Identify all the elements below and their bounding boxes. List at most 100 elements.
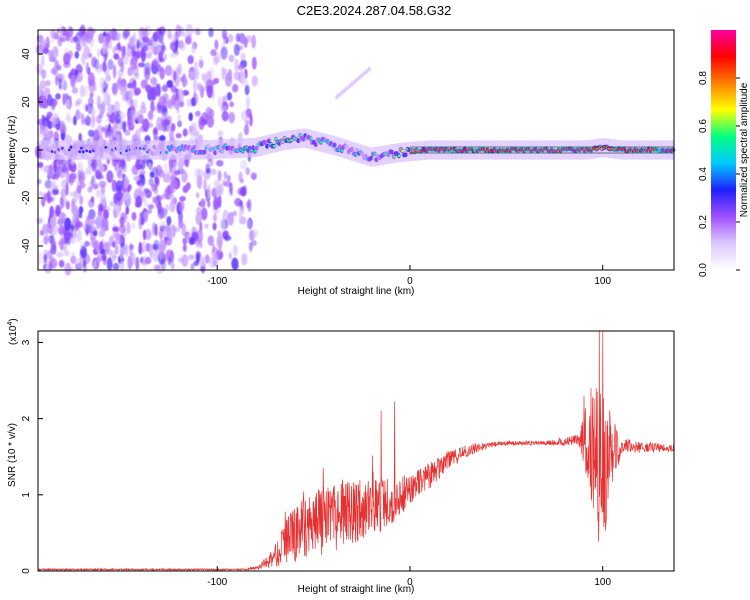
heatmap-cell	[175, 67, 180, 75]
heatmap-cell	[112, 241, 116, 248]
heatmap-cell	[190, 122, 198, 134]
heatmap-cell	[195, 237, 202, 247]
snr-axes: -100 0 100 0 1 2 3	[21, 339, 611, 588]
heatmap-cell	[181, 254, 189, 267]
heatmap-cell	[84, 240, 90, 247]
heatmap-cell	[205, 70, 212, 82]
heatmap-cell	[118, 191, 124, 199]
heatmap-cell	[229, 101, 235, 108]
heatmap-cell	[165, 151, 169, 154]
heatmap-cell	[87, 214, 91, 221]
heatmap-cell	[117, 168, 123, 180]
heatmap-cell	[228, 251, 232, 260]
heatmap-cell	[77, 170, 82, 181]
heatmap-cell	[124, 216, 129, 227]
heatmap-cell	[55, 204, 61, 217]
heatmap-cell	[53, 140, 56, 160]
heatmap-cell	[36, 217, 44, 224]
heatmap-cell	[182, 243, 187, 252]
heatmap-cell	[398, 143, 401, 163]
heatmap-cell	[112, 64, 117, 79]
snr-series-line	[37, 330, 675, 572]
heatmap-cell	[69, 233, 73, 239]
x-tick-label: 0	[407, 276, 413, 287]
heatmap-cell	[101, 248, 106, 255]
heatmap-cell	[192, 28, 200, 34]
heatmap-cell	[49, 216, 57, 227]
heatmap-cell	[183, 78, 188, 86]
heatmap-cell	[65, 31, 70, 42]
heatmap-cell	[335, 95, 339, 100]
heatmap-cell	[65, 200, 70, 210]
heatmap-cell	[118, 140, 122, 160]
heatmap-cell	[144, 256, 152, 265]
heatmap-cell	[223, 68, 228, 76]
heatmap-cell	[217, 130, 224, 136]
heatmap-cell	[61, 164, 67, 173]
heatmap-cell	[164, 65, 173, 76]
x-tick-label: -100	[207, 276, 227, 287]
heatmap-cell	[196, 252, 200, 264]
heatmap-cell	[52, 46, 59, 58]
heatmap-cell	[403, 142, 406, 162]
heatmap-cell	[65, 115, 73, 123]
noise-scatter	[35, 23, 371, 276]
heatmap-cell	[213, 213, 217, 222]
heatmap-cell	[74, 224, 78, 233]
heatmap-cell	[90, 196, 95, 203]
colorbar-tick-label: 0.0	[698, 263, 709, 277]
heatmap-cell	[162, 82, 167, 93]
heatmap-cell	[70, 140, 73, 160]
heatmap-cell	[220, 217, 226, 232]
heatmap-cell	[357, 75, 361, 81]
heatmap-cell	[144, 228, 152, 241]
heatmap-cell	[192, 78, 197, 93]
heatmap-cell	[101, 253, 107, 262]
heatmap-cell	[220, 105, 227, 112]
heatmap-cell	[212, 78, 217, 85]
heatmap-cell	[123, 30, 130, 38]
heatmap-cell	[56, 65, 62, 71]
heatmap-cell	[205, 168, 211, 174]
heatmap-cell	[41, 55, 45, 67]
heatmap-cell	[220, 46, 228, 60]
heatmap-cell	[227, 33, 234, 43]
heatmap-cell	[187, 55, 194, 65]
heatmap-cell	[40, 197, 45, 207]
heatmap-cell	[151, 105, 156, 112]
heatmap-cell	[131, 46, 136, 57]
heatmap-cell	[194, 110, 201, 117]
heatmap-cell	[240, 52, 246, 61]
heatmap-cell	[346, 140, 349, 160]
heatmap-cell	[131, 211, 137, 221]
heatmap-cell	[344, 139, 347, 159]
heatmap-cell	[90, 219, 97, 225]
heatmap-cell	[158, 135, 166, 142]
heatmap-cell	[112, 226, 118, 232]
heatmap-cell	[112, 205, 121, 218]
heatmap-cell	[129, 56, 137, 70]
heatmap-cell	[89, 180, 94, 190]
heatmap-cell	[167, 256, 172, 266]
heatmap-cell	[117, 42, 121, 50]
heatmap-cell	[248, 242, 253, 252]
heatmap-cell	[213, 196, 219, 210]
heatmap-cell	[53, 113, 60, 125]
heatmap-cell	[139, 159, 143, 165]
heatmap-cell	[214, 139, 217, 159]
heatmap-cell	[120, 260, 125, 272]
heatmap-cell	[138, 241, 143, 255]
heatmap-cell	[127, 67, 134, 77]
heatmap-cell	[95, 256, 102, 264]
heatmap-cell	[147, 110, 154, 122]
heatmap-cell	[98, 33, 105, 44]
heatmap-cell	[56, 251, 64, 258]
heatmap-cell	[47, 166, 55, 177]
snr-frame	[37, 330, 675, 572]
spectrogram-y-label: Frequency (Hz)	[7, 116, 18, 185]
heatmap-cell	[50, 244, 57, 252]
heatmap-cell	[104, 40, 110, 47]
heatmap-cell	[337, 92, 341, 98]
heatmap-cell	[271, 133, 274, 153]
heatmap-cell	[160, 140, 163, 160]
